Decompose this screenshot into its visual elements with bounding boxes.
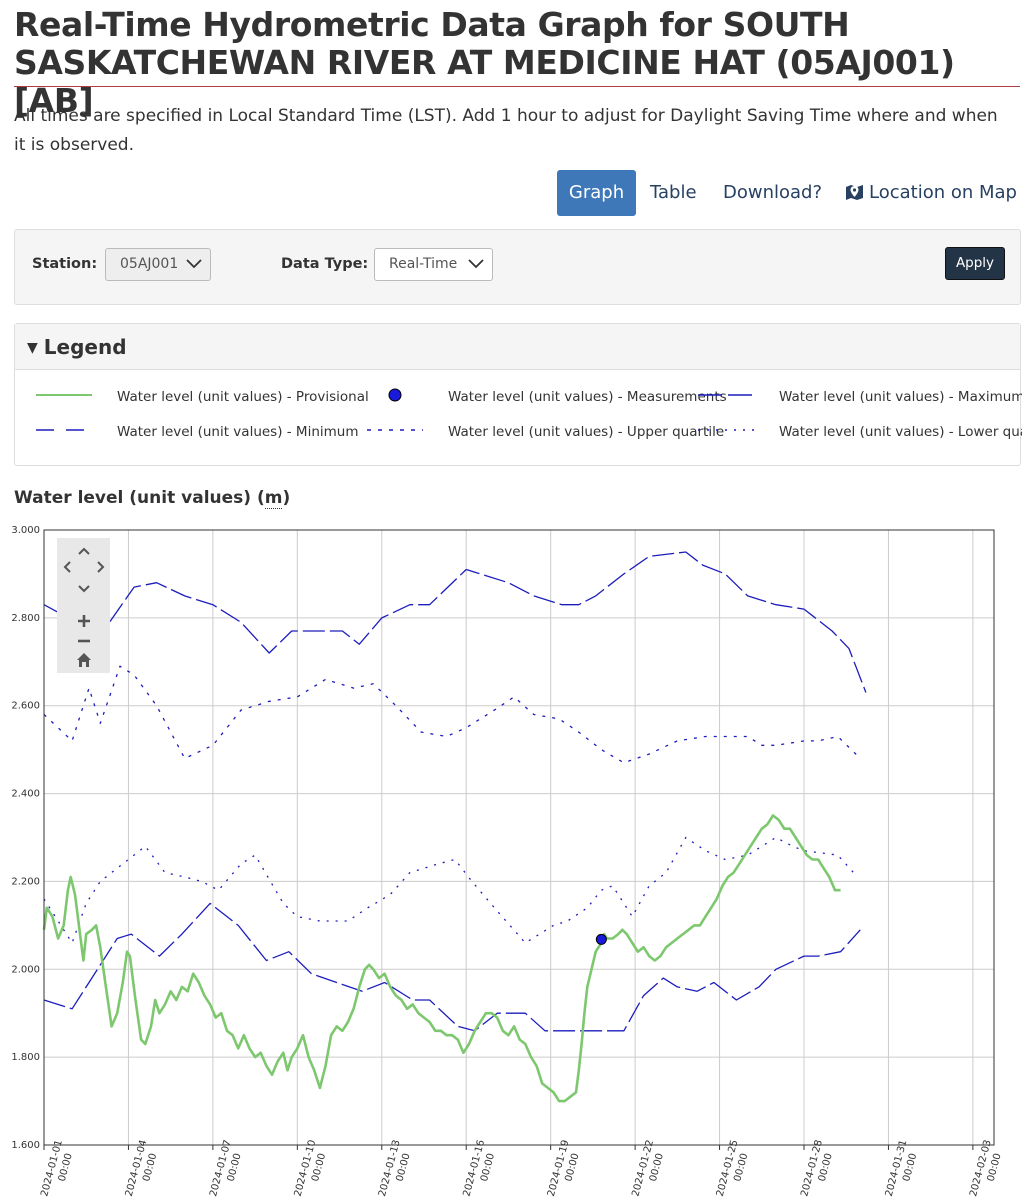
y-tick-label: 1.800 bbox=[11, 1052, 40, 1063]
chevron-down-icon bbox=[468, 259, 484, 269]
legend-label: Water level (unit values) - Measurements bbox=[448, 389, 727, 405]
chart-title-close: ) bbox=[282, 488, 291, 508]
chart-title: Water level (unit values) (m) bbox=[14, 488, 291, 509]
time-zone-note: All times are specified in Local Standar… bbox=[14, 106, 998, 155]
y-tick-label: 2.200 bbox=[11, 876, 40, 887]
y-tick-label: 2.400 bbox=[11, 789, 40, 800]
legend-solid-line-icon bbox=[36, 394, 92, 396]
x-tick-label: 2024-01-0400:00 bbox=[124, 1139, 162, 1200]
pan-down-icon[interactable] bbox=[74, 579, 94, 599]
tab-download-label: Download? bbox=[723, 182, 823, 203]
chart-title-unit: m bbox=[264, 488, 283, 509]
legend-item-upper-quartile: Water level (unit values) - Upper quarti… bbox=[367, 424, 748, 440]
x-tick-label: 2024-01-1300:00 bbox=[377, 1139, 415, 1200]
legend-item-maximum: Water level (unit values) - Maximum bbox=[698, 389, 1022, 405]
legend-panel: ▼ Legend Water level (unit values) - Prov… bbox=[14, 323, 1022, 466]
tab-graph-label: Graph bbox=[568, 182, 625, 203]
legend-item-measurements: Water level (unit values) - Measurements bbox=[388, 388, 748, 405]
station-value: 05AJ001 bbox=[120, 256, 179, 272]
station-select[interactable]: 05AJ001 bbox=[105, 248, 211, 281]
pan-left-icon[interactable] bbox=[57, 559, 77, 579]
water-level-chart[interactable]: 1.600 1.800 2.000 2.200 2.400 2.600 2.800 3.000… bbox=[0, 518, 1022, 1200]
tab-download[interactable]: Download? bbox=[723, 170, 822, 216]
legend-long-dash-icon bbox=[698, 394, 754, 396]
x-tick-label: 2024-01-3100:00 bbox=[884, 1139, 922, 1200]
pan-right-icon[interactable] bbox=[91, 559, 111, 579]
filter-panel: Station: 05AJ001 Data Type: Real-Time Ap… bbox=[14, 229, 1021, 305]
legend-marker-icon bbox=[388, 388, 402, 402]
legend-label: Water level (unit values) - Provisional bbox=[117, 389, 369, 405]
legend-dash-icon bbox=[367, 429, 423, 431]
data-type-label: Data Type: bbox=[281, 256, 369, 272]
data-type-select[interactable]: Real-Time bbox=[374, 248, 493, 281]
x-tick-label: 2024-01-1000:00 bbox=[293, 1139, 331, 1200]
x-tick-label: 2024-02-0300:00 bbox=[968, 1139, 1006, 1200]
x-tick-label: 2024-01-2800:00 bbox=[799, 1139, 837, 1200]
tab-location-on-map[interactable]: Location on Map bbox=[845, 170, 1017, 216]
x-tick-label: 2024-01-0700:00 bbox=[208, 1139, 246, 1200]
legend-title: Legend bbox=[43, 335, 127, 359]
y-tick-label: 1.600 bbox=[11, 1140, 40, 1151]
apply-button[interactable]: Apply bbox=[945, 247, 1005, 280]
plot-frame bbox=[43, 529, 995, 1146]
zoom-out-icon[interactable] bbox=[74, 633, 94, 653]
tab-table-label: Table bbox=[650, 182, 697, 203]
y-tick-label: 2.800 bbox=[11, 613, 40, 624]
legend-long-dash-icon bbox=[36, 429, 92, 431]
series-line-minimum bbox=[43, 902, 861, 1032]
pan-up-icon[interactable] bbox=[74, 541, 94, 561]
title-divider bbox=[14, 86, 1020, 87]
legend-label: Water level (unit values) - Lower quarti… bbox=[779, 424, 1022, 440]
x-tick-label: 2024-01-0100:00 bbox=[39, 1139, 77, 1200]
legend-label: Water level (unit values) - Minimum bbox=[117, 424, 359, 440]
chevron-down-icon bbox=[186, 259, 202, 269]
x-tick-label: 2024-01-1900:00 bbox=[546, 1139, 584, 1200]
series-line-maximum bbox=[43, 551, 867, 693]
station-label: Station: bbox=[32, 256, 98, 272]
legend-label: Water level (unit values) - Maximum bbox=[779, 389, 1022, 405]
y-tick-label: 2.000 bbox=[11, 964, 40, 975]
chart-navigation-panel bbox=[57, 538, 110, 673]
x-tick-label: 2024-01-2500:00 bbox=[715, 1139, 753, 1200]
legend-label: Water level (unit values) - Upper quarti… bbox=[448, 424, 725, 440]
measurement-point bbox=[595, 933, 607, 945]
page-title: Real-Time Hydrometric Data Graph for SOU… bbox=[14, 5, 955, 120]
chart-title-text: Water level (unit values) ( bbox=[14, 488, 265, 508]
tab-location-label: Location on Map bbox=[869, 182, 1017, 203]
data-type-value: Real-Time bbox=[389, 256, 458, 272]
x-tick-label: 2024-01-1600:00 bbox=[461, 1139, 499, 1200]
legend-toggle[interactable]: ▼ Legend bbox=[15, 324, 1020, 370]
tab-graph[interactable]: Graph bbox=[557, 170, 636, 216]
legend-item-minimum: Water level (unit values) - Minimum bbox=[36, 424, 417, 440]
legend-dot-icon bbox=[698, 429, 754, 431]
x-tick-label: 2024-01-2200:00 bbox=[630, 1139, 668, 1200]
y-tick-label: 2.600 bbox=[11, 701, 40, 712]
caret-down-icon: ▼ bbox=[27, 340, 38, 356]
legend-item-provisional: Water level (unit values) - Provisional bbox=[36, 389, 417, 405]
y-tick-label: 3.000 bbox=[11, 525, 40, 536]
series-line-provisional bbox=[42, 814, 841, 1103]
plot-area bbox=[44, 530, 994, 1145]
legend-item-lower-quartile: Water level (unit values) - Lower quarti… bbox=[698, 424, 1022, 440]
map-marker-icon bbox=[846, 185, 863, 200]
reset-zoom-home-icon[interactable] bbox=[74, 652, 94, 672]
tab-table[interactable]: Table bbox=[650, 170, 697, 216]
zoom-in-icon[interactable] bbox=[74, 613, 94, 633]
